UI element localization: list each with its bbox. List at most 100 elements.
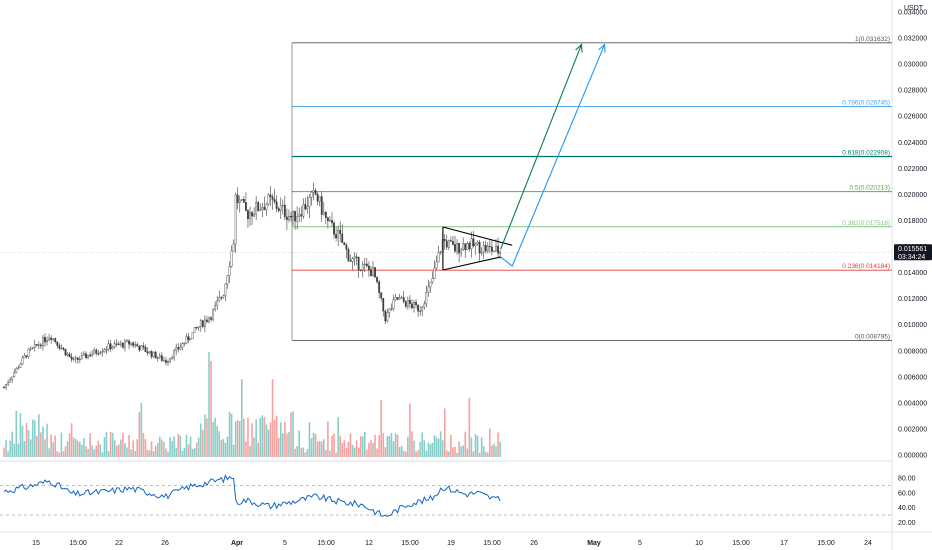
volume-bar — [279, 422, 282, 457]
fibonacci-retracement[interactable]: 1(0.031632) 0.786(0.026745) 0.618(0.022908… — [291, 36, 892, 341]
volume-bar — [265, 424, 268, 457]
volume-bar — [314, 433, 317, 457]
candle-body — [392, 299, 395, 309]
volume-bar — [193, 448, 196, 457]
projection-arrow-blue[interactable] — [500, 44, 606, 267]
volume-bar — [38, 414, 40, 457]
time-axis[interactable]: 15 15:00 22 26 Apr 5 15:00 12 15:00 19 15:00 26 May 5… — [32, 540, 872, 547]
price-axis[interactable]: USDT 0.034000 0.032000 0.030000 0.028000 0.0… — [894, 5, 932, 527]
candle-body — [290, 216, 292, 218]
volume-bar — [206, 418, 208, 457]
volume-bar — [167, 451, 169, 457]
candle-body — [437, 252, 440, 263]
candle-body — [15, 368, 18, 373]
volume-bar — [255, 419, 257, 457]
candle-body — [56, 341, 59, 346]
candle-body — [7, 382, 10, 385]
candle-body — [423, 303, 426, 308]
candle-body — [171, 357, 173, 359]
time-tick-label: 5 — [638, 540, 642, 547]
candle-body — [351, 258, 354, 262]
volume-bar — [245, 441, 247, 457]
volume-bar — [224, 442, 227, 457]
time-tick-label: 12 — [365, 540, 373, 547]
candle-body — [35, 343, 38, 346]
volume-bar — [478, 452, 481, 457]
drawing-layer[interactable] — [442, 43, 606, 271]
candle-body — [214, 304, 217, 310]
candle-body — [165, 360, 167, 363]
currency-label: USDT — [904, 5, 924, 12]
volume-bar — [183, 447, 186, 457]
volume-bar — [5, 440, 7, 457]
volume-bar — [54, 435, 57, 457]
candle-body — [298, 214, 301, 217]
time-tick-label: 26 — [530, 540, 538, 547]
candle-body — [349, 260, 352, 262]
candle-body — [402, 297, 405, 302]
volume-bar — [386, 435, 389, 457]
volume-bar — [341, 442, 344, 457]
candle-body — [310, 191, 313, 198]
volume-bar — [351, 444, 354, 457]
volume-bar — [269, 422, 272, 457]
volume-bar — [267, 429, 270, 457]
candle-body — [249, 212, 251, 219]
rsi-line — [3, 474, 501, 517]
candle-body — [3, 387, 5, 389]
candle-body — [232, 243, 235, 252]
candle-body — [175, 347, 178, 351]
volume-bar — [171, 440, 173, 457]
volume-bar — [109, 431, 112, 457]
rsi-tick-label: 40.00 — [898, 505, 916, 512]
price-tick-label: 0.034000 — [898, 10, 927, 17]
candle-body — [201, 320, 204, 327]
candle-body — [390, 308, 393, 310]
volume-bar — [472, 451, 475, 457]
candle-body — [197, 326, 200, 329]
volume-bar — [454, 446, 456, 457]
triangle-lower-trendline[interactable] — [442, 256, 501, 271]
candle-body — [40, 344, 42, 347]
rsi-tick-label: 80.00 — [898, 475, 916, 482]
candle-body — [119, 342, 122, 345]
projection-arrow-green[interactable] — [500, 44, 583, 250]
volume-bar — [42, 426, 44, 457]
candle-body — [281, 204, 284, 207]
volume-bar — [366, 449, 368, 457]
candle-body — [62, 347, 65, 350]
volume-bar — [132, 440, 134, 457]
volume-bar — [234, 421, 237, 457]
volume-bar — [462, 445, 464, 457]
volume-bar — [489, 428, 491, 457]
candle-body — [331, 220, 333, 224]
price-tick-label: 0.002000 — [898, 426, 927, 433]
candle-body — [466, 243, 469, 250]
candle-body — [300, 214, 303, 217]
candle-body — [167, 361, 169, 363]
candle-body — [251, 212, 253, 217]
volume-bar — [497, 432, 499, 457]
volume-bar — [31, 419, 34, 457]
volume-bar — [120, 439, 122, 457]
candle-body — [224, 283, 227, 296]
volume-bar — [216, 426, 218, 457]
volume-bar — [58, 452, 61, 457]
volume-bar — [263, 417, 266, 457]
candle-body — [283, 204, 286, 218]
triangle-upper-trendline[interactable] — [442, 226, 513, 246]
volume-bar — [56, 451, 59, 457]
candle-body — [29, 348, 32, 350]
volume-bar — [470, 437, 473, 457]
volume-bar — [364, 431, 366, 457]
volume-bar — [81, 444, 83, 457]
volume-bar — [294, 448, 296, 457]
candle-body — [306, 206, 309, 210]
fib-level-label: 1(0.031632) — [855, 36, 890, 43]
volume-bar — [300, 447, 303, 457]
candle-body — [33, 343, 36, 348]
price-tick-label: 0.032000 — [898, 36, 927, 43]
candle-body — [257, 202, 260, 211]
